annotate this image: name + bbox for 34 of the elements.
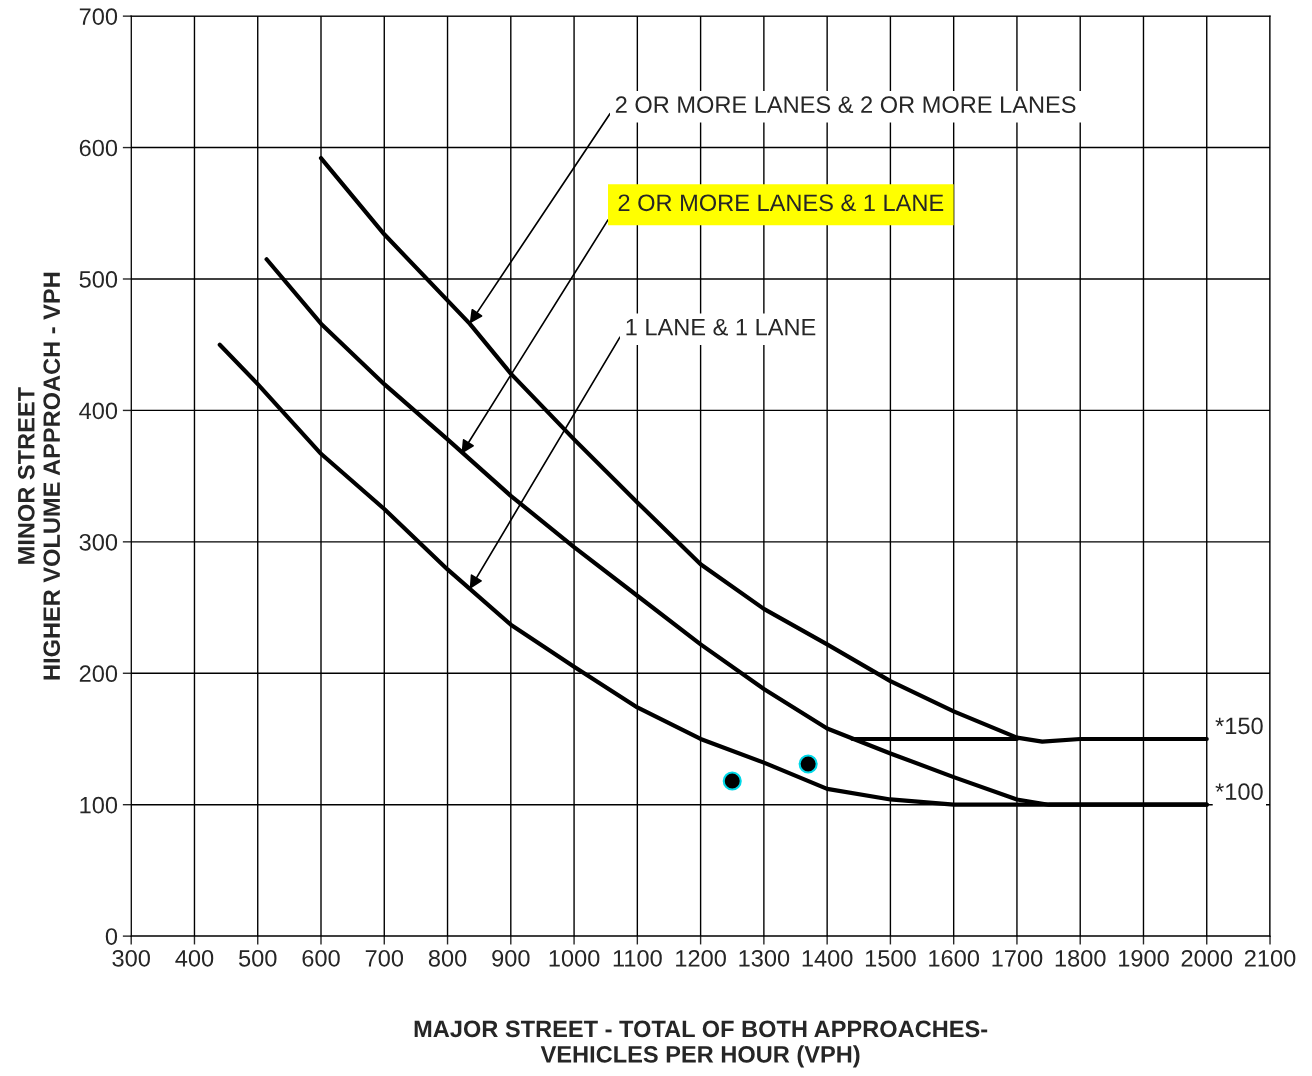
x-tick-label: 600 bbox=[302, 949, 340, 967]
x-tick-label: 900 bbox=[492, 949, 530, 967]
y-tick-label: 600 bbox=[79, 139, 118, 157]
x-tick-label: 1400 bbox=[802, 949, 853, 967]
x-tick-label: 1100 bbox=[613, 949, 662, 967]
y-tick-label: 100 bbox=[80, 796, 118, 814]
annotation: 2 OR MORE LANES & 2 OR MORE LANES bbox=[615, 96, 1076, 114]
x-tick-label: 1800 bbox=[1055, 949, 1106, 967]
y-tick-label: 0 bbox=[105, 928, 118, 945]
y-tick-label: 700 bbox=[79, 8, 118, 25]
x-tick-label: 1900 bbox=[1119, 949, 1169, 967]
y-axis-title: MINOR STREET HIGHER VOLUME APPROACH - VPH bbox=[17, 272, 61, 680]
x-tick-label: 2000 bbox=[1181, 949, 1233, 967]
x-tick-label: 1200 bbox=[676, 949, 726, 967]
y-tick-label: 400 bbox=[79, 402, 118, 420]
x-tick-label: 300 bbox=[112, 949, 150, 967]
annotation: *150 bbox=[1215, 717, 1263, 735]
x-tick-label: 800 bbox=[428, 949, 467, 967]
x-tick-label: 1600 bbox=[929, 949, 980, 967]
y-tick-label: 500 bbox=[79, 271, 118, 288]
y-tick-label: 300 bbox=[79, 533, 118, 551]
x-tick-label: 500 bbox=[238, 949, 277, 967]
x-tick-label: 1700 bbox=[992, 949, 1043, 967]
annotation: 2 OR MORE LANES & 1 LANE bbox=[618, 194, 944, 212]
annotation: 1 LANE & 1 LANE bbox=[626, 318, 816, 336]
x-tick-label: 400 bbox=[175, 949, 214, 967]
x-tick-label: 2100 bbox=[1244, 949, 1296, 967]
x-tick-label: 700 bbox=[365, 949, 404, 967]
annotation: *100 bbox=[1215, 783, 1263, 801]
x-tick-label: 1000 bbox=[549, 949, 600, 967]
y-tick-label: 200 bbox=[79, 665, 118, 683]
x-tick-label: 1500 bbox=[865, 949, 916, 967]
x-tick-label: 1300 bbox=[739, 949, 790, 967]
x-axis-title: MAJOR STREET - TOTAL OF BOTH APPROACHES- VEHICLES PER HOUR (VPH) bbox=[414, 1020, 988, 1068]
